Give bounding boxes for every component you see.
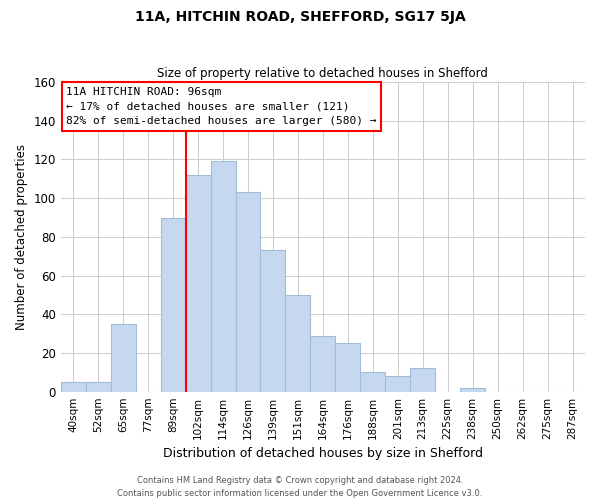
X-axis label: Distribution of detached houses by size in Shefford: Distribution of detached houses by size … xyxy=(163,447,483,460)
Text: Contains HM Land Registry data © Crown copyright and database right 2024.
Contai: Contains HM Land Registry data © Crown c… xyxy=(118,476,482,498)
Bar xyxy=(211,162,236,392)
Bar xyxy=(410,368,435,392)
Bar xyxy=(236,192,260,392)
Bar xyxy=(185,175,211,392)
Bar xyxy=(111,324,136,392)
Y-axis label: Number of detached properties: Number of detached properties xyxy=(15,144,28,330)
Bar xyxy=(460,388,485,392)
Bar xyxy=(385,376,410,392)
Bar xyxy=(310,336,335,392)
Bar xyxy=(86,382,111,392)
Bar xyxy=(260,250,286,392)
Bar xyxy=(286,295,310,392)
Bar xyxy=(61,382,86,392)
Bar xyxy=(335,344,361,392)
Bar xyxy=(361,372,385,392)
Title: Size of property relative to detached houses in Shefford: Size of property relative to detached ho… xyxy=(157,66,488,80)
Text: 11A, HITCHIN ROAD, SHEFFORD, SG17 5JA: 11A, HITCHIN ROAD, SHEFFORD, SG17 5JA xyxy=(134,10,466,24)
Text: 11A HITCHIN ROAD: 96sqm
← 17% of detached houses are smaller (121)
82% of semi-d: 11A HITCHIN ROAD: 96sqm ← 17% of detache… xyxy=(66,86,377,126)
Bar xyxy=(161,218,185,392)
